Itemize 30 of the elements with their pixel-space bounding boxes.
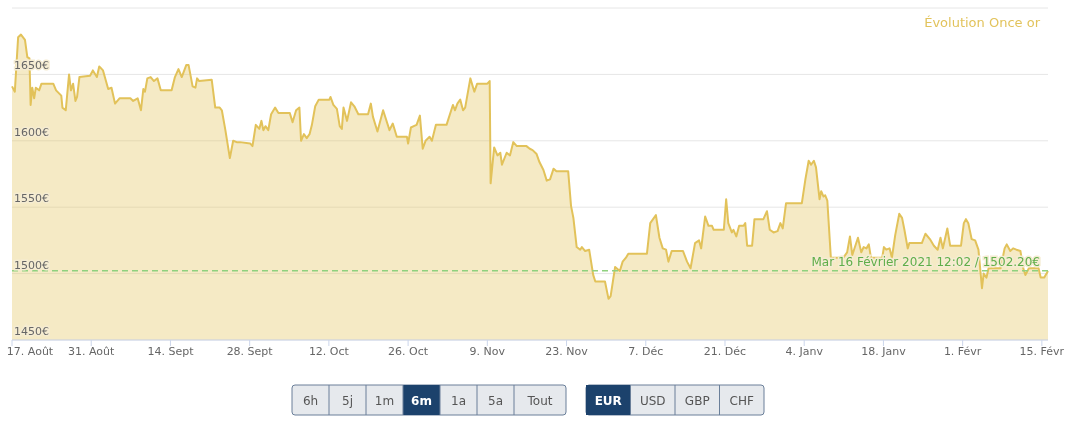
text: Tout — [526, 394, 553, 408]
text: 5j — [342, 394, 353, 408]
text: 1a — [451, 394, 466, 408]
x-tick-label: 28. Sept — [226, 345, 274, 358]
y-tick-label: 1550€ — [14, 192, 49, 206]
text: CHF — [729, 394, 754, 408]
x-tick-label: 26. Oct — [388, 345, 429, 358]
x-tick-label: 18. Janv — [861, 345, 907, 358]
text: Évolution Once or — [924, 15, 1041, 30]
text: USD — [639, 394, 666, 408]
x-tick-label: 14. Sept — [147, 345, 195, 358]
x-tick-label: 1. Févr — [943, 345, 982, 358]
text: 5a — [488, 394, 503, 408]
text: EUR — [594, 394, 622, 408]
x-tick-label: 21. Déc — [703, 345, 747, 358]
x-tick-label: 12. Oct — [308, 345, 350, 358]
text: 6m — [411, 394, 432, 408]
x-tick-label: 23. Nov — [545, 345, 589, 358]
x-tick-label: 7. Déc — [628, 345, 664, 358]
text: 1m — [374, 394, 395, 408]
text: GBP — [684, 394, 710, 408]
x-tick-label: 9. Nov — [469, 345, 506, 358]
y-tick-label: 1500€ — [14, 258, 49, 272]
y-tick-label: 1450€ — [14, 325, 49, 338]
x-tick-label: 17. Août — [6, 345, 54, 358]
x-tick-label: 4. Janv — [785, 345, 824, 358]
x-tick-label: 15. Févr — [1019, 345, 1065, 358]
text: 6h — [302, 394, 319, 408]
x-tick-label: 31. Août — [68, 345, 116, 358]
y-tick-label: 1600€ — [14, 125, 49, 139]
